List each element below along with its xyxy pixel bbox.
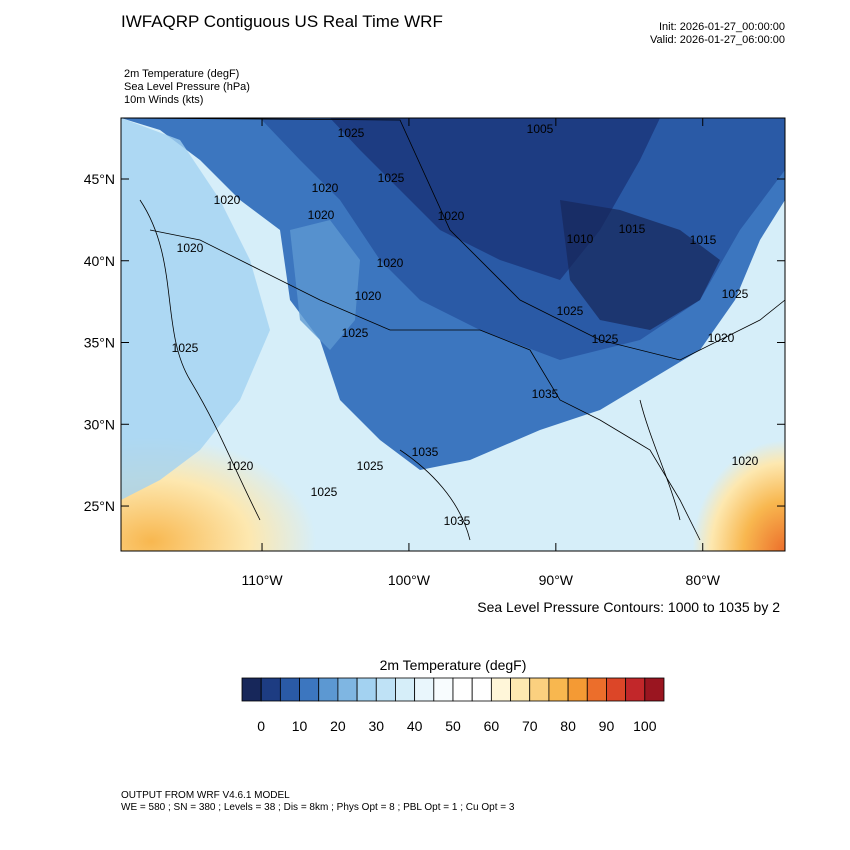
colorbar-tick-label: 20 [330, 718, 346, 734]
contour-label: 1020 [438, 209, 465, 223]
colorbar-swatch [644, 677, 665, 702]
colorbar-swatch [318, 677, 339, 702]
contour-label: 1025 [592, 332, 619, 346]
x-tick-label: 90°W [539, 572, 574, 588]
colorbar-swatch [586, 677, 607, 702]
valid-time: Valid: 2026-01-27_06:00:00 [650, 34, 785, 46]
field-label: Sea Level Pressure (hPa) [124, 81, 250, 93]
contour-label: 1005 [527, 122, 554, 136]
contour-label: 1015 [619, 222, 646, 236]
contour-label: 1020 [214, 193, 241, 207]
contour-label: 1035 [412, 445, 439, 459]
colorbar-swatch [452, 677, 473, 702]
colorbar-swatch [606, 677, 627, 702]
contour-label: 1020 [377, 256, 404, 270]
y-tick-label: 30°N [84, 416, 115, 432]
y-tick-label: 45°N [84, 171, 115, 187]
contour-label: 1025 [342, 326, 369, 340]
contour-label: 1035 [532, 387, 559, 401]
contour-label: 1025 [172, 341, 199, 355]
map-frame [120, 117, 786, 552]
coastline [149, 229, 701, 541]
colorbar-tick-label: 50 [445, 718, 461, 734]
contour-label: 1020 [177, 241, 204, 255]
field-label: 10m Winds (kts) [124, 94, 203, 106]
colorbar-swatch [375, 677, 396, 702]
contour-label: 1020 [732, 454, 759, 468]
init-time: Init: 2026-01-27_00:00:00 [659, 21, 785, 33]
colorbar-swatch [433, 677, 454, 702]
y-tick-label: 35°N [84, 335, 115, 351]
contour-label: 1025 [311, 485, 338, 499]
contour-label: 1020 [355, 289, 382, 303]
contour-note: Sea Level Pressure Contours: 1000 to 103… [477, 599, 780, 615]
contour-label: 1025 [378, 171, 405, 185]
field-label: 2m Temperature (degF) [124, 68, 239, 80]
colorbar-swatch [299, 677, 320, 702]
cold-area [290, 220, 360, 350]
contour-label: 1035 [444, 514, 471, 528]
colorbar-swatch [337, 677, 358, 702]
colorbar-tick-label: 0 [257, 718, 265, 734]
colorbar-swatch [625, 677, 646, 702]
contour-label: 1015 [690, 233, 717, 247]
border [121, 118, 785, 361]
colorbar-tick-label: 100 [633, 718, 657, 734]
x-tick-label: 110°W [241, 572, 283, 588]
x-tick-label: 80°W [686, 572, 721, 588]
colorbar-tick-label: 40 [407, 718, 423, 734]
colorbar-swatch [414, 677, 435, 702]
colorbar-tick-label: 30 [368, 718, 384, 734]
y-tick-label: 25°N [84, 498, 115, 514]
footer-line: OUTPUT FROM WRF V4.6.1 MODEL [121, 790, 290, 801]
contour-label: 1020 [227, 459, 254, 473]
contour-label: 1020 [312, 181, 339, 195]
contour-labels: 1025 1005 1025 1020 1020 1020 1010 1015 1015 1020… [172, 122, 759, 528]
title: IWFAQRP Contiguous US Real Time WRF [121, 12, 443, 31]
colorbar-swatch [395, 677, 416, 702]
colorbar-swatch [510, 677, 531, 702]
colorbar-swatch [567, 677, 588, 702]
colorbar-swatch [260, 677, 281, 702]
colorbar-tick-label: 60 [484, 718, 500, 734]
colorbar-tick-label: 90 [599, 718, 615, 734]
colorbar-swatch [529, 677, 550, 702]
mild-area [121, 118, 270, 500]
contour-label: 1025 [357, 459, 384, 473]
colorbar-tick-label: 80 [560, 718, 576, 734]
colorbar-swatch [356, 677, 377, 702]
footer-line: WE = 580 ; SN = 380 ; Levels = 38 ; Dis … [121, 802, 515, 813]
colorbar-swatch [241, 677, 262, 702]
contour-label: 1025 [338, 126, 365, 140]
contour-label: 1020 [708, 331, 735, 345]
contour [139, 199, 681, 541]
contour-label: 1010 [567, 232, 594, 246]
contour-label: 1025 [722, 287, 749, 301]
cold-area [560, 200, 720, 330]
colorbar-swatch [471, 677, 492, 702]
contour-label: 1020 [308, 208, 335, 222]
colorbar-swatch [279, 677, 300, 702]
colorbar-swatch [548, 677, 569, 702]
colorbar-swatch [490, 677, 511, 702]
x-tick-label: 100°W [388, 572, 431, 588]
contour-label: 1025 [557, 304, 584, 318]
y-tick-label: 40°N [84, 253, 115, 269]
map: 1025 1005 1025 1020 1020 1020 1010 1015 1015 1020… [121, 118, 785, 551]
colorbar-tick-label: 10 [292, 718, 308, 734]
colorbar-title: 2m Temperature (degF) [380, 657, 527, 673]
colorbar-tick-label: 70 [522, 718, 538, 734]
